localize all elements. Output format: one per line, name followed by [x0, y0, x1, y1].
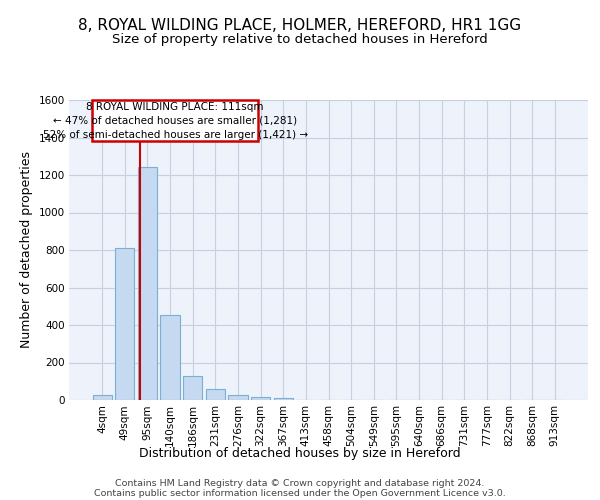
Text: Distribution of detached houses by size in Hereford: Distribution of detached houses by size … — [139, 448, 461, 460]
Text: 8 ROYAL WILDING PLACE: 111sqm
← 47% of detached houses are smaller (1,281)
52% o: 8 ROYAL WILDING PLACE: 111sqm ← 47% of d… — [43, 102, 308, 140]
Bar — [206, 389, 225, 400]
FancyBboxPatch shape — [92, 100, 259, 141]
Bar — [183, 376, 202, 400]
Text: Size of property relative to detached houses in Hereford: Size of property relative to detached ho… — [112, 32, 488, 46]
Bar — [92, 396, 112, 400]
Bar — [274, 398, 293, 400]
Bar — [251, 397, 270, 400]
Text: Contains public sector information licensed under the Open Government Licence v3: Contains public sector information licen… — [94, 488, 506, 498]
Bar — [160, 314, 180, 400]
Y-axis label: Number of detached properties: Number of detached properties — [20, 152, 33, 348]
Bar — [229, 396, 248, 400]
Bar — [138, 166, 157, 400]
Bar — [115, 248, 134, 400]
Text: Contains HM Land Registry data © Crown copyright and database right 2024.: Contains HM Land Registry data © Crown c… — [115, 478, 485, 488]
Text: 8, ROYAL WILDING PLACE, HOLMER, HEREFORD, HR1 1GG: 8, ROYAL WILDING PLACE, HOLMER, HEREFORD… — [79, 18, 521, 32]
